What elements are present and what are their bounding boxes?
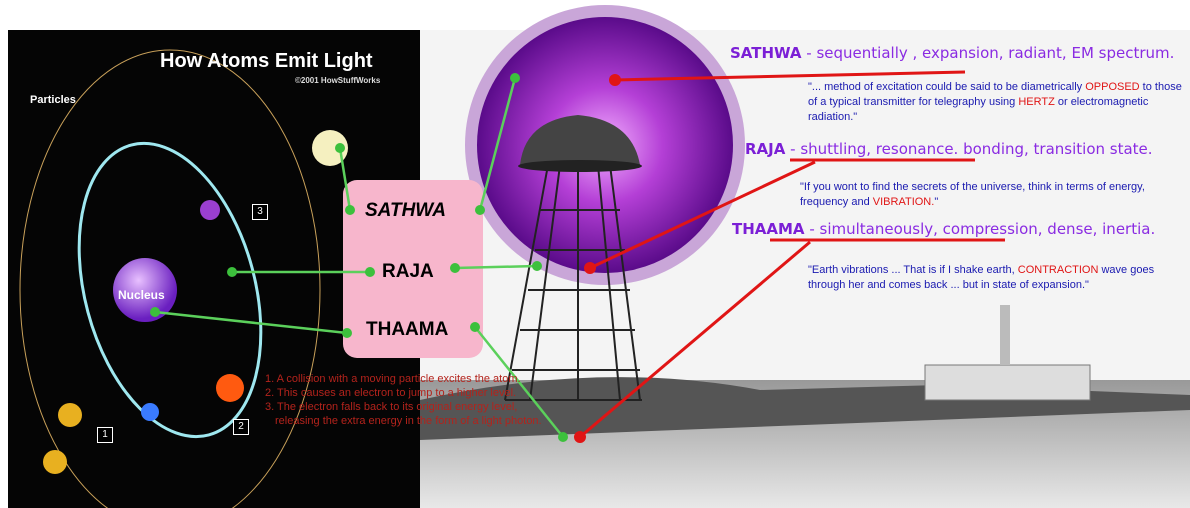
guna-label: SATHWA [365,200,446,222]
guna-heading: THAAMA - simultaneously, compression, de… [732,220,1155,238]
guna-label: RAJA [382,261,434,283]
background-art [0,0,1190,508]
quote: "If you wont to find the secrets of the … [800,180,1190,210]
quote-highlight: CONTRACTION [1018,264,1099,276]
nucleus-label: Nucleus [118,288,165,302]
heading-text: - simultaneously, compression, dense, in… [809,220,1155,238]
steps: 1. A collision with a moving particle ex… [265,372,545,428]
marker: 2 [233,419,249,435]
heading-text: - sequentially , expansion, radiant, EM … [806,44,1174,62]
guna-heading: SATHWA - sequentially , expansion, radia… [730,44,1174,62]
quote-text: "If you wont to find the secrets of the … [800,181,1145,208]
marker: 3 [252,204,268,220]
heading-label: THAAMA [732,220,805,238]
marker: 1 [97,427,113,443]
heading-text: - shuttling, resonance. bonding, transit… [790,140,1152,158]
credit: ©2001 HowStuffWorks [295,76,380,85]
quote-text: " [934,196,938,208]
quote: "Earth vibrations ... That is if I shake… [808,263,1178,293]
quote-text: "... method of excitation could be said … [808,81,1085,93]
step: 3. The electron falls back to its origin… [265,400,545,428]
step: 2. This causes an electron to jump to a … [265,386,545,400]
quote-highlight: OPPOSED [1085,81,1139,93]
particles-label: Particles [30,94,76,106]
guna-heading: RAJA - shuttling, resonance. bonding, tr… [745,140,1153,158]
heading-label: RAJA [745,140,785,158]
quote-text: "Earth vibrations ... That is if I shake… [808,264,1018,276]
atoms-title: How Atoms Emit Light [160,50,373,73]
guna-label: THAAMA [366,319,448,341]
quote-highlight: VIBRATION. [873,196,935,208]
quote: "... method of excitation could be said … [808,80,1183,125]
quote-highlight: HERTZ [1018,96,1054,108]
page: How Atoms Emit Light ©2001 HowStuffWorks… [0,0,1190,508]
heading-label: SATHWA [730,44,802,62]
step: 1. A collision with a moving particle ex… [265,372,545,386]
